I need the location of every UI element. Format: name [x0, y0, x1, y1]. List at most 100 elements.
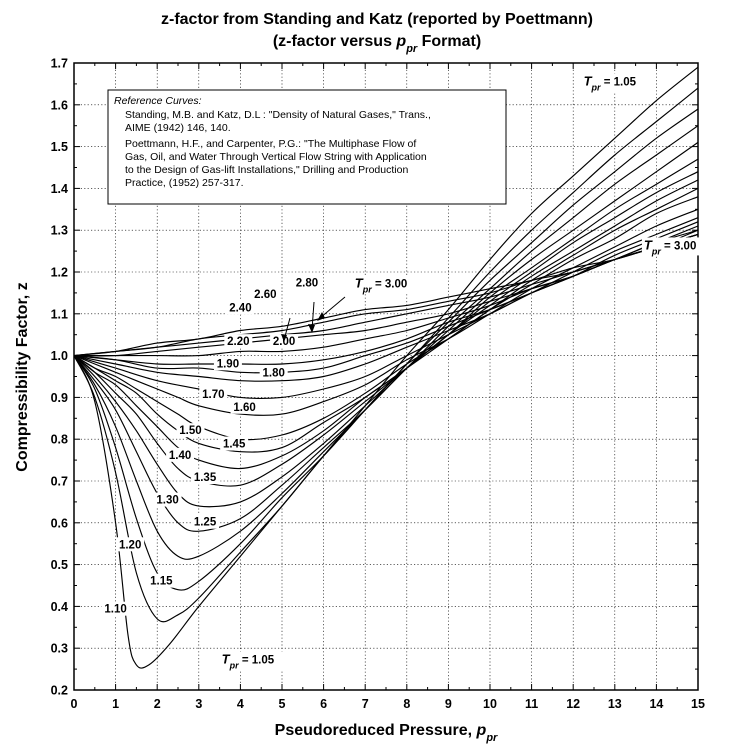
x-tick-label: 11 [525, 697, 538, 711]
curve-label-bg [213, 356, 242, 371]
tpr-label: Tpr = 3.00 [355, 275, 407, 294]
y-tick-label: 1.1 [51, 307, 68, 321]
x-tick-label: 14 [649, 697, 663, 711]
x-tick-label: 3 [195, 697, 202, 711]
curve-tpr-1-30 [73, 158, 699, 508]
arrow-2-60-head [281, 334, 287, 342]
y-axis-title: Compressibility Factor, z [14, 282, 31, 471]
chart-subtitle: (z-factor versus ppr Format) [273, 33, 481, 55]
curve-label-bg [191, 514, 220, 529]
reference-line-4: Gas, Oil, and Water Through Vertical Flo… [125, 151, 427, 163]
chart-title: z-factor from Standing and Katz (reporte… [161, 11, 593, 28]
curve-label: 2.80 [296, 278, 318, 290]
curve-label-bg [176, 423, 205, 438]
curve-label-bg [101, 601, 130, 616]
curves-group [73, 66, 699, 669]
y-tick-label: 1.3 [51, 224, 68, 238]
curve-label: 1.90 [217, 358, 239, 370]
subtitle-p: p [395, 33, 406, 50]
xlabel-part-1: Pseudoreduced Pressure, [275, 722, 477, 739]
curve-label: 1.40 [169, 450, 191, 462]
curve-label-bg [166, 447, 195, 462]
curve-label: 2.60 [254, 289, 276, 301]
curve-label: 1.50 [179, 425, 201, 437]
curve-label-bg [292, 275, 321, 290]
curve-tpr-1-15 [73, 108, 699, 591]
curve-label: 1.45 [223, 439, 246, 451]
curve-tpr-1-20 [73, 125, 699, 560]
curve-label: 1.80 [262, 368, 284, 380]
arrow-2-80-head [308, 324, 315, 333]
x-tick-label: 7 [362, 697, 369, 711]
curve-tpr-3-00 [73, 233, 699, 357]
curve-label-bg [230, 399, 259, 414]
subtitle-part-1: (z-factor versus [273, 33, 397, 50]
curve-label-bg [226, 300, 255, 315]
reference-line-5: to the Design of Gas-lift Installations,… [125, 164, 408, 176]
curve-label-bg [199, 387, 228, 402]
y-tick-label: 0.8 [51, 433, 68, 447]
y-tick-label: 1.0 [51, 349, 68, 363]
y-tick-label: 1.4 [51, 182, 68, 196]
y-tick-label: 0.3 [51, 642, 68, 656]
x-tick-label: 9 [445, 697, 452, 711]
xlabel-p: p [476, 722, 487, 739]
x-axis-title: Pseudoreduced Pressure, ppr [275, 722, 498, 744]
y-tick-label: 1.6 [51, 98, 68, 112]
y-tick-label: 1.2 [51, 266, 68, 280]
tpr-label-bg [641, 237, 716, 256]
curve-label: 2.20 [227, 336, 249, 348]
label-arrows [281, 296, 346, 342]
plot-frame [73, 62, 699, 691]
curve-label: 1.10 [104, 604, 126, 616]
x-tick-label: 0 [71, 697, 78, 711]
curve-label: 1.30 [156, 495, 178, 507]
y-tick-label: 0.4 [51, 600, 68, 614]
tpr-label-bg [352, 275, 427, 294]
x-tick-label: 4 [237, 697, 244, 711]
tpr-label: Tpr = 1.05 [584, 74, 637, 93]
y-tick-label: 1.7 [51, 57, 68, 71]
reference-box: Reference Curves: Standing, M.B. and Kat… [107, 89, 507, 205]
curve-tpr-1-70 [73, 217, 699, 400]
x-tick-label: 1 [112, 697, 119, 711]
curve-label-bg [224, 334, 253, 349]
y-tick-label: 0.2 [51, 684, 68, 698]
curve-label-bg [153, 492, 182, 507]
curve-tpr-1-50 [73, 196, 699, 441]
x-tick-label: 6 [320, 697, 327, 711]
curve-label: 1.15 [150, 576, 173, 588]
x-tick-label: 5 [279, 697, 286, 711]
curve-tpr-1-25 [73, 141, 699, 532]
curve-tpr-2-40 [73, 233, 699, 357]
arrow-3-00 [319, 296, 346, 319]
x-tick-label: 15 [691, 697, 705, 711]
reference-line-6: Practice, (1952) 257-317. [125, 177, 243, 189]
y-tick-label: 0.6 [51, 516, 68, 530]
curve-label-bg [147, 573, 176, 588]
curve-label-bg [259, 365, 288, 380]
curve-label: 1.35 [194, 472, 217, 484]
curve-label: 1.70 [202, 389, 224, 401]
curve-label-bg [191, 470, 220, 484]
subtitle-part-4: Format) [417, 33, 481, 50]
reference-box-frame [107, 89, 507, 205]
tpr-label-bg [581, 73, 656, 92]
x-tick-label: 12 [566, 697, 580, 711]
tpr-label-bg [219, 651, 294, 670]
curve-label-bg [220, 436, 249, 451]
subtitle-pr: pr [405, 43, 418, 55]
xlabel-pr: pr [485, 732, 498, 744]
y-tick-label: 0.7 [51, 475, 68, 489]
curve-labels: 1.10 1.15 1.20 1.25 1.30 1.351.40 1.45 1.50 1.60… [101, 73, 716, 671]
reference-line-3: Poettmann, H.F., and Carpenter, P.G.: "T… [125, 138, 416, 150]
curve-tpr-2-00 [73, 229, 699, 365]
tick-labels: 0 1 2 3 4 5 6 7 8 9 10 11 12 13 14 150.20.30.40.50.60.7… [51, 57, 705, 712]
curve-tpr-1-45 [73, 187, 699, 453]
arrow-3-00-head [317, 312, 325, 321]
y-tick-label: 1.5 [51, 140, 68, 154]
curve-label-bg [116, 537, 145, 552]
x-tick-label: 2 [154, 697, 161, 711]
